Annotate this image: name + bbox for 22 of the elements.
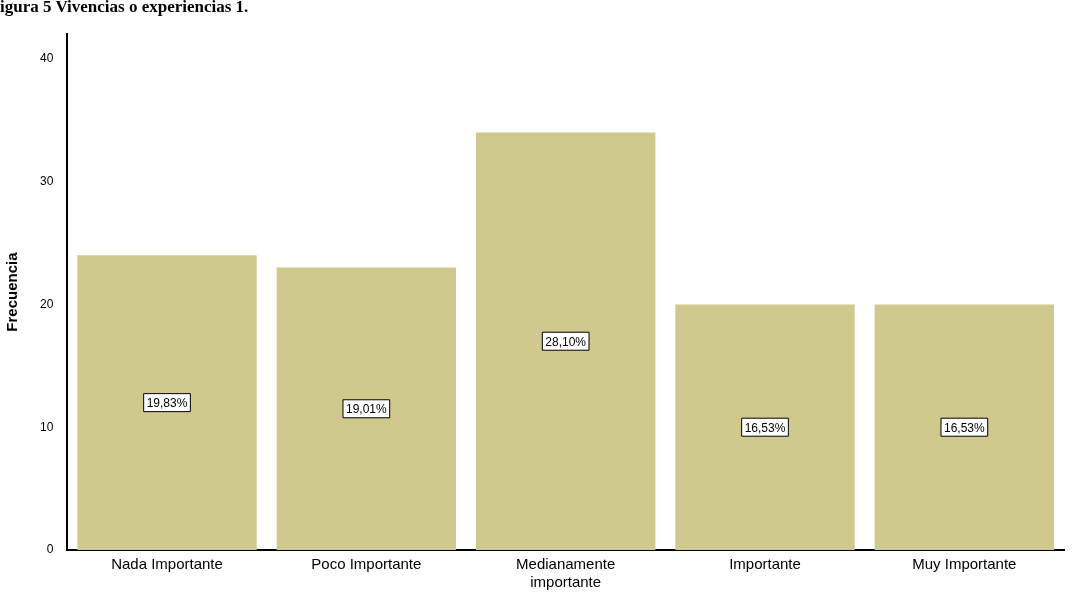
- y-tick-label: 10: [39, 419, 54, 434]
- x-tick-label: Poco Importante: [311, 555, 422, 573]
- y-axis-title: Frecuencia: [3, 251, 21, 332]
- bar: [276, 267, 457, 550]
- annotation: 28,10%: [545, 334, 587, 349]
- annotation: 19,01%: [345, 402, 388, 417]
- y-tick-label: 20: [39, 296, 54, 311]
- bar: [475, 132, 656, 550]
- x-tick-label: Importante: [729, 555, 801, 573]
- chart-title: igura 5 Vivencias o experiencias 1.: [0, 0, 249, 17]
- x-tick-label: Muy Importante: [912, 555, 1017, 573]
- x-tick-label: Medianamente importante: [516, 555, 616, 591]
- bar: [874, 304, 1055, 550]
- y-tick-label: 40: [39, 51, 54, 66]
- annotation: 16,53%: [943, 420, 986, 435]
- x-tick-label: Nada Importante: [111, 555, 223, 573]
- annotation: 16,53%: [744, 420, 786, 435]
- y-tick-label: 0: [46, 542, 54, 557]
- y-tick-label: 30: [39, 173, 54, 188]
- bar: [77, 255, 257, 550]
- annotation: 19,83%: [146, 395, 188, 410]
- bar: [675, 304, 855, 550]
